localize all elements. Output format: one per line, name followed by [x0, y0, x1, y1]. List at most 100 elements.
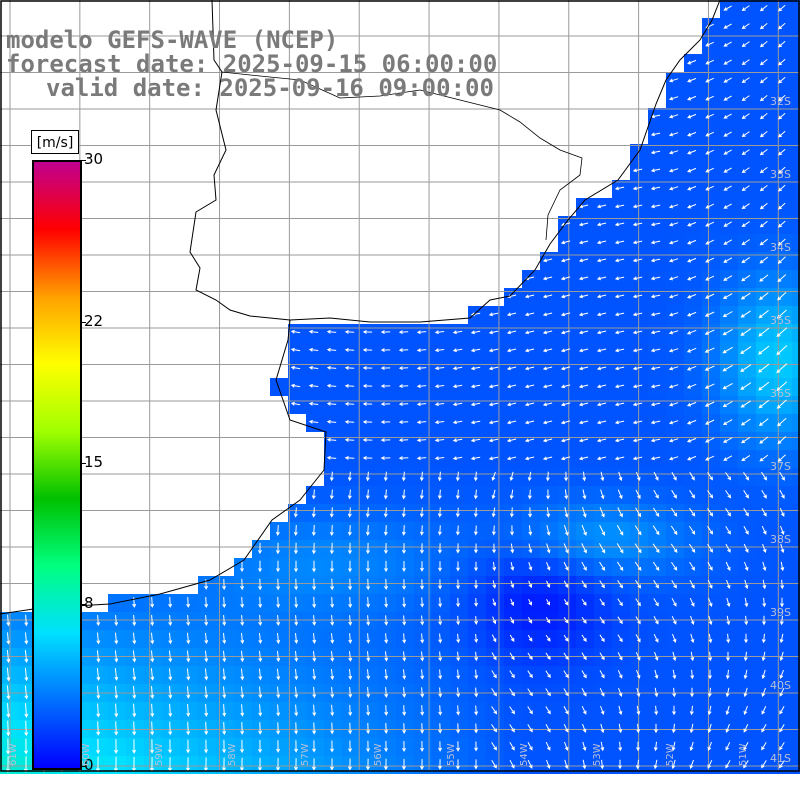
wind-speed-cell	[306, 486, 324, 504]
wind-arrow	[524, 294, 535, 299]
wind-speed-cell	[540, 504, 558, 522]
wind-arrow	[668, 456, 679, 461]
wind-speed-cell	[792, 630, 800, 648]
wind-arrow	[347, 507, 352, 518]
wind-speed-cell	[468, 702, 486, 720]
wind-speed-cell	[468, 522, 486, 540]
wind-arrow	[778, 184, 786, 192]
wind-speed-cell	[774, 414, 792, 432]
wind-speed-cell	[666, 108, 684, 126]
wind-speed-cell	[774, 432, 792, 450]
wind-speed-cell	[414, 612, 432, 630]
wind-arrow	[308, 401, 319, 406]
wind-arrow	[689, 490, 695, 499]
wind-speed-cell	[486, 414, 504, 432]
wind-speed-cell	[666, 432, 684, 450]
wind-speed-cell	[468, 612, 486, 630]
wind-arrow	[632, 456, 643, 461]
wind-arrow	[434, 402, 445, 407]
wind-speed-cell	[378, 522, 396, 540]
wind-arrow	[705, 203, 715, 209]
wind-speed-cell	[162, 666, 180, 684]
wind-arrow	[668, 258, 679, 263]
wind-speed-cell	[756, 162, 774, 180]
wind-arrow	[294, 686, 299, 699]
wind-speed-cell	[414, 576, 432, 594]
wind-arrow	[24, 667, 29, 682]
wind-speed-cell	[594, 306, 612, 324]
wind-speed-cell	[792, 288, 800, 306]
wind-arrow	[438, 561, 442, 572]
wind-speed-cell	[666, 180, 684, 198]
wind-speed-cell	[522, 360, 540, 378]
wind-arrow	[258, 578, 263, 591]
wind-arrow	[308, 383, 319, 388]
wind-speed-cell	[306, 324, 324, 342]
wind-arrow	[725, 687, 730, 698]
colorbar-tick-mark	[80, 321, 86, 323]
wind-arrow	[778, 40, 786, 48]
wind-arrow	[617, 598, 623, 607]
wind-arrow	[635, 616, 641, 625]
wind-arrow	[705, 239, 715, 245]
wind-arrow	[652, 543, 660, 554]
wind-arrow	[527, 759, 533, 769]
wind-speed-cell	[666, 90, 684, 108]
wind-arrow	[420, 561, 424, 572]
wind-speed-cell	[702, 36, 720, 54]
wind-speed-cell	[450, 756, 468, 774]
wind-speed-cell	[252, 666, 270, 684]
wind-arrow	[398, 348, 409, 353]
wind-speed-cell	[342, 630, 360, 648]
wind-speed-cell	[792, 198, 800, 216]
wind-arrow	[687, 221, 697, 227]
wind-arrow	[614, 402, 625, 407]
wind-speed-cell	[396, 396, 414, 414]
wind-arrow	[582, 471, 587, 482]
wind-arrow	[687, 455, 697, 461]
wind-speed-cell	[360, 594, 378, 612]
wind-arrow	[308, 347, 319, 352]
wind-speed-cell	[432, 468, 450, 486]
wind-arrow	[650, 420, 661, 425]
wind-arrow	[599, 580, 605, 589]
wind-arrow	[456, 687, 461, 698]
wind-arrow	[344, 455, 355, 460]
wind-speed-cell	[414, 756, 432, 774]
wind-arrow	[416, 348, 427, 353]
wind-arrow	[401, 525, 406, 536]
wind-arrow	[420, 597, 425, 608]
wind-arrow	[740, 382, 752, 390]
wind-arrow	[527, 670, 533, 679]
wind-speed-cell	[576, 198, 594, 216]
wind-speed-cell	[792, 540, 800, 558]
wind-speed-cell	[720, 558, 738, 576]
wind-speed-cell	[540, 468, 558, 486]
wind-speed-cell	[720, 234, 738, 252]
wind-arrow	[722, 401, 733, 407]
wind-arrow	[778, 148, 786, 156]
wind-arrow	[743, 742, 749, 751]
wind-arrow	[686, 383, 697, 389]
wind-arrow	[618, 471, 623, 482]
wind-arrow	[581, 634, 587, 642]
wind-arrow	[294, 596, 299, 609]
wind-arrow	[636, 669, 641, 679]
wind-arrow	[741, 41, 750, 47]
wind-speed-cell	[0, 756, 18, 774]
wind-speed-cell	[792, 432, 800, 450]
wind-arrow	[383, 758, 388, 771]
wind-arrow	[542, 438, 553, 443]
wind-arrow	[705, 257, 715, 263]
wind-speed-cell	[792, 486, 800, 504]
wind-arrow	[150, 721, 155, 736]
wind-arrow	[401, 543, 406, 554]
wind-speed-cell	[738, 378, 756, 396]
wind-arrow	[740, 400, 751, 408]
wind-speed-cell	[126, 702, 144, 720]
forecast-date: forecast date: 2025-09-15 06:00:00	[6, 50, 498, 78]
wind-speed-cell	[504, 360, 522, 378]
wind-arrow	[380, 402, 391, 407]
wind-speed-cell	[306, 396, 324, 414]
wind-arrow	[723, 221, 732, 227]
